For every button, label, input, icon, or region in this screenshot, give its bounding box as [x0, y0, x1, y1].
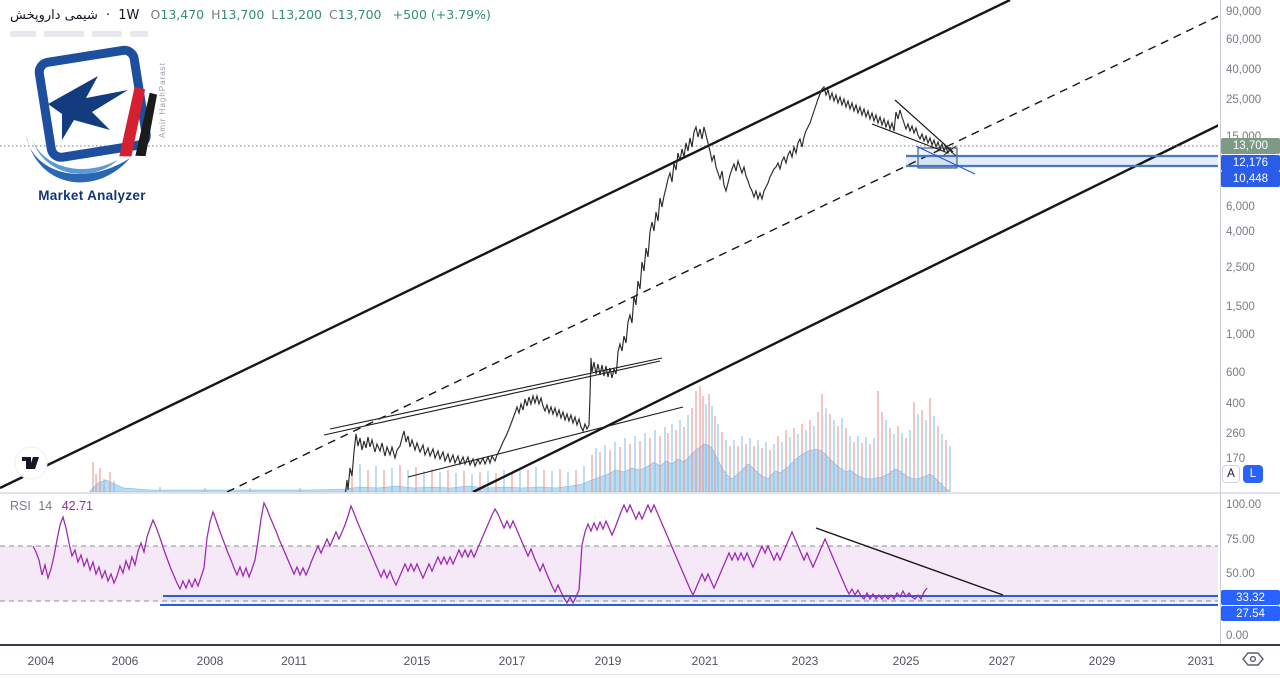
rsi-zone-fill[interactable]: [163, 597, 1218, 605]
time-axis-label: 2019: [594, 654, 622, 668]
axis-button-l[interactable]: L: [1243, 465, 1263, 483]
price-axis-tick: 170: [1226, 453, 1246, 465]
rsi-axis-tick: 75.00: [1226, 534, 1255, 546]
price-axis-tick: 1,500: [1226, 301, 1255, 313]
price-axis-tick: 400: [1226, 398, 1246, 410]
price-badge: 12,176: [1221, 155, 1280, 171]
logo-signature: Amir HaghParast: [158, 62, 167, 138]
hidden-indicator-dash: [44, 31, 84, 37]
hidden-indicator-dash: [92, 31, 122, 37]
pane-separator[interactable]: [0, 492, 1280, 494]
wedge-upper-line[interactable]: [894, 99, 954, 153]
price-axis-tick: 600: [1226, 367, 1246, 379]
time-axis-label: 2017: [498, 654, 526, 668]
price-axis-tick: 60,000: [1226, 34, 1262, 46]
time-axis-label: 2029: [1088, 654, 1116, 668]
price-axis-tick: 260: [1226, 428, 1246, 440]
apex-cross-2[interactable]: [943, 145, 957, 156]
symbol-title[interactable]: شیمی داروپخش: [10, 8, 98, 23]
legend-separator: ·: [105, 8, 111, 23]
time-axis-label: 2021: [691, 654, 719, 668]
lower-channel-line[interactable]: [472, 95, 1280, 493]
time-axis-label: 2004: [27, 654, 55, 668]
consolidation-trendline-2[interactable]: [329, 357, 663, 430]
support-zone-fill[interactable]: [906, 157, 1218, 166]
time-axis-label: 2008: [196, 654, 224, 668]
price-axis-tick: 1,000: [1226, 329, 1255, 341]
rsi-band-fill[interactable]: [0, 546, 1218, 601]
price-badge: 13,700: [1221, 138, 1280, 154]
price-pane[interactable]: [0, 0, 1280, 497]
timeframe-label[interactable]: 1W: [118, 8, 140, 23]
time-axis-label: 2011: [281, 654, 307, 668]
axis-button-a[interactable]: A: [1222, 465, 1240, 483]
rsi-pane[interactable]: [0, 501, 1218, 606]
rsi-badge: 27.54: [1221, 606, 1280, 621]
rsi-legend: RSI 14 42.71: [10, 499, 93, 513]
upper-channel-line[interactable]: [0, 0, 1011, 490]
ohlc-letter: C: [329, 7, 338, 22]
rsi-badge: 33.32: [1221, 590, 1280, 605]
symbol-legend: شیمی داروپخش · 1W O13,470 H13,700 L13,200 C…: [10, 7, 491, 23]
time-axis-label: 2006: [111, 654, 139, 668]
rsi-axis-tick: 0.00: [1226, 630, 1249, 642]
tradingview-watermark[interactable]: [14, 446, 48, 480]
time-axis-label: 2031: [1187, 654, 1215, 668]
time-axis[interactable]: 2004 2006 2008 2011 2015 2017 2019 2021 2023 2025…: [0, 644, 1280, 680]
price-axis-tick: 6,000: [1226, 201, 1255, 213]
time-axis-label: 2027: [988, 654, 1016, 668]
consolidation-support-line[interactable]: [407, 406, 684, 478]
tv-glyph-v: [29, 457, 39, 469]
rsi-axis-tick: 50.00: [1226, 568, 1255, 580]
time-axis-label: 2015: [403, 654, 431, 668]
ohlc-letter: O: [150, 7, 161, 22]
price-axis-separator: [1220, 0, 1221, 672]
ohlc-letter: H: [211, 7, 221, 22]
hidden-indicator-dash: [130, 31, 148, 37]
change-value: +500 (+3.79%): [392, 7, 491, 22]
time-axis-label: 2025: [892, 654, 920, 668]
price-axis-tick: 40,000: [1226, 64, 1262, 76]
rsi-length: 14: [38, 499, 53, 513]
ohlc-values: O13,470 H13,700 L13,200 C13,700: [144, 7, 382, 23]
wedge-lower-line[interactable]: [871, 123, 949, 154]
ohlc-value: 13,700: [337, 7, 382, 22]
rsi-series: [32, 501, 928, 605]
logo-title: Market Analyzer: [38, 188, 146, 203]
hidden-indicator-dash: [10, 31, 36, 37]
rsi-axis-tick: 100.00: [1226, 499, 1262, 511]
price-badge: 10,448: [1221, 171, 1280, 187]
price-axis-tick: 2,500: [1226, 262, 1255, 274]
price-axis-tick: 4,000: [1226, 226, 1255, 238]
rsi-title: RSI: [10, 499, 31, 513]
price-axis-tick: 25,000: [1226, 94, 1262, 106]
time-axis-label: 2023: [791, 654, 819, 668]
ohlc-value: 13,700: [220, 7, 265, 22]
tv-glyph-t: [22, 457, 31, 469]
price-series: [344, 85, 953, 493]
rsi-trendline[interactable]: [815, 527, 1004, 596]
market-analyzer-logo: Market Analyzer Amir HaghParast: [12, 42, 172, 210]
blue-diagonal-line[interactable]: [915, 145, 976, 175]
logo-graphic-icon: [26, 45, 158, 183]
rsi-value: 42.71: [61, 499, 93, 513]
price-axis-tick: 90,000: [1226, 6, 1262, 18]
ohlc-letter: L: [271, 7, 279, 22]
ohlc-value: 13,470: [160, 7, 205, 22]
time-axis-hairline: [0, 674, 1280, 675]
eye-icon[interactable]: [1241, 650, 1265, 668]
mid-channel-dashed-line[interactable]: [226, 0, 1252, 493]
ohlc-value: 13,200: [278, 7, 322, 22]
